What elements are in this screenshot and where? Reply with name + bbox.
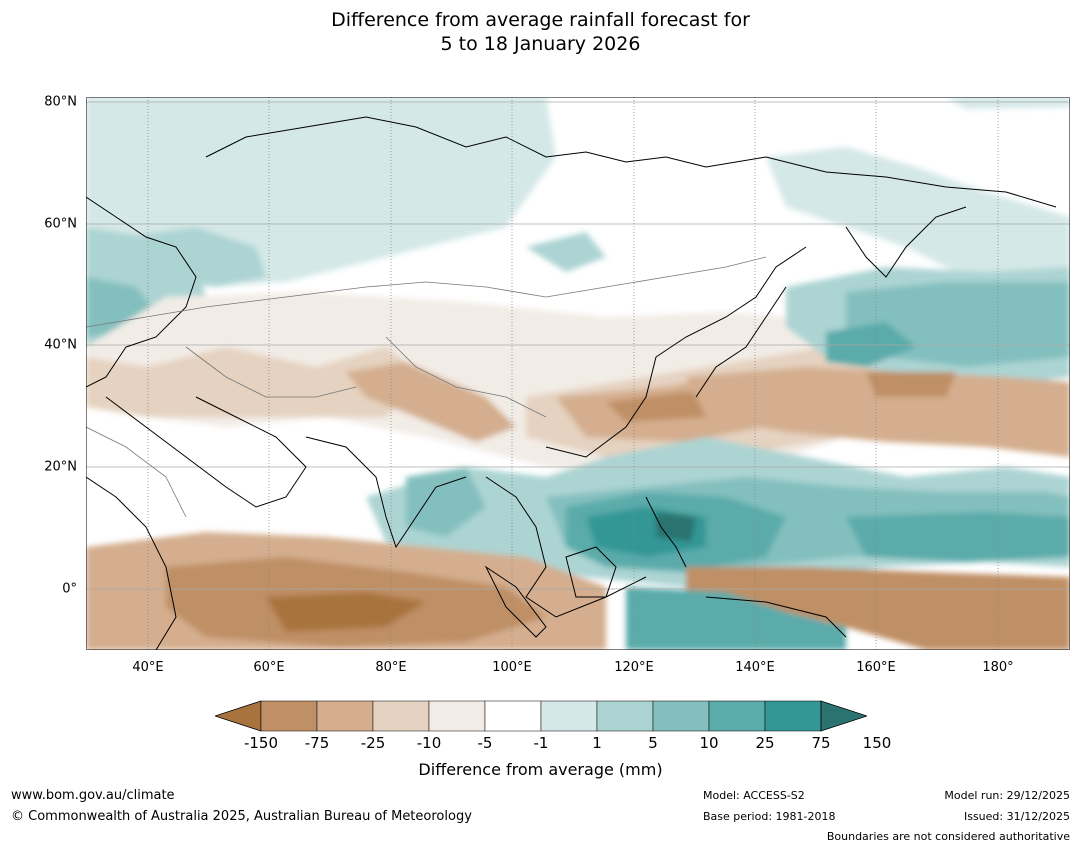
rainfall-anomaly-map: [86, 97, 1070, 650]
wet-region-sea-south: [626, 587, 846, 650]
lon-label-120e: 120°E: [614, 660, 654, 675]
lon-label-140e: 140°E: [735, 660, 775, 675]
lon-label-60e: 60°E: [253, 660, 285, 675]
lon-label-80e: 80°E: [375, 660, 407, 675]
lon-label-40e: 40°E: [132, 660, 164, 675]
colorbar-segment: [596, 700, 654, 732]
coastline-sumatra: [484, 565, 547, 638]
wet-region-philippines-peak: [656, 512, 696, 542]
coastline-china: [545, 246, 807, 458]
dry-region-south-pacific: [686, 567, 1070, 650]
colorbar-tick-label: -25: [360, 734, 386, 752]
map-title: Difference from average rainfall forecas…: [0, 8, 1081, 56]
coastline-southeast-asia: [485, 476, 647, 618]
coastline-kamchatka: [845, 206, 967, 278]
base-period-text: Base period: 1981-2018: [703, 810, 836, 823]
model-text: Model: ACCESS-S2: [703, 789, 805, 802]
wet-region-north-pacific-inner: [826, 322, 916, 367]
country-borders: [86, 256, 767, 518]
colorbar-segment: [372, 700, 430, 732]
wet-region-siberia-patch: [526, 232, 606, 272]
map-frame: [86, 97, 1070, 650]
colorbar-tick-label: -1: [533, 734, 549, 752]
dry-region-tibet: [346, 362, 516, 442]
wet-region-pacific-tropic: [846, 512, 1070, 562]
border-middle-east: [185, 346, 357, 398]
lon-label-100e: 100°E: [492, 660, 532, 675]
colorbar-segment: [428, 700, 486, 732]
title-line-1: Difference from average rainfall forecas…: [331, 9, 750, 31]
wet-region-arctic-top: [946, 97, 1070, 109]
colorbar-segment: [316, 700, 374, 732]
colorbar-tick-label: 25: [755, 734, 775, 752]
dry-region-pacific-belt: [686, 367, 1070, 457]
colorbar-tick-label: 5: [648, 734, 658, 752]
issued-text: Issued: 31/12/2025: [963, 810, 1070, 823]
border-china-west: [385, 336, 547, 418]
colorbar-tick-label: -5: [477, 734, 493, 752]
lat-label-40n: 40°N: [44, 337, 77, 353]
border-africa: [86, 426, 187, 518]
dry-region-middle-east: [86, 347, 426, 417]
coastline-arabia: [105, 396, 307, 508]
website-link[interactable]: www.bom.gov.au/climate: [11, 788, 175, 803]
colorbar-tick-label: 1: [592, 734, 602, 752]
colorbar-tick-label: 75: [811, 734, 831, 752]
lat-label-20n: 20°N: [44, 459, 77, 475]
wet-region-arctic-east: [766, 147, 1070, 297]
colorbar-segment: [260, 700, 318, 732]
coastline-japan: [695, 286, 787, 398]
coastline-arctic: [205, 116, 1057, 208]
colorbar-tick-label: -10: [416, 734, 442, 752]
model-run-text: Model run: 29/12/2025: [944, 789, 1070, 802]
coastline-africa: [86, 476, 177, 650]
wet-region-bay-of-bengal: [406, 467, 486, 537]
lon-label-180: 180°: [982, 660, 1014, 675]
gridlines: [86, 97, 1070, 650]
coastline-europe: [86, 196, 197, 388]
lat-label-80n: 80°N: [44, 94, 77, 110]
title-line-2: 5 to 18 January 2026: [440, 33, 641, 55]
colorbar-segment: [764, 700, 822, 732]
colorbar: [215, 700, 867, 732]
lat-label-0: 0°: [62, 581, 77, 597]
colorbar-title: Difference from average (mm): [418, 760, 663, 779]
coastlines: [86, 116, 1057, 650]
dry-region-indian-ocean-peak: [266, 592, 426, 632]
lat-label-60n: 60°N: [44, 216, 77, 232]
border-russia-south: [86, 256, 767, 328]
coastline-new-guinea: [705, 596, 847, 638]
colorbar-tick-label: -150: [243, 734, 279, 752]
copyright-text: © Commonwealth of Australia 2025, Austra…: [11, 809, 472, 824]
coastline-borneo: [565, 546, 617, 598]
coastline-india: [305, 436, 467, 549]
colorbar-segment: [540, 700, 598, 732]
coastline-philippines: [645, 496, 687, 568]
colorbar-tick-label: 10: [699, 734, 719, 752]
colorbar-extend-high: [820, 700, 867, 732]
colorbar-tick-label: -75: [304, 734, 330, 752]
lon-label-160e: 160°E: [856, 660, 896, 675]
colorbar-tick-label: 150: [862, 734, 892, 752]
colorbar-segment: [652, 700, 710, 732]
boundaries-note: Boundaries are not considered authoritat…: [826, 830, 1070, 843]
colorbar-extend-low: [215, 700, 262, 732]
colorbar-segment: [708, 700, 766, 732]
colorbar-segment: [484, 700, 542, 732]
dry-region-pacific-belt-core: [866, 372, 956, 397]
